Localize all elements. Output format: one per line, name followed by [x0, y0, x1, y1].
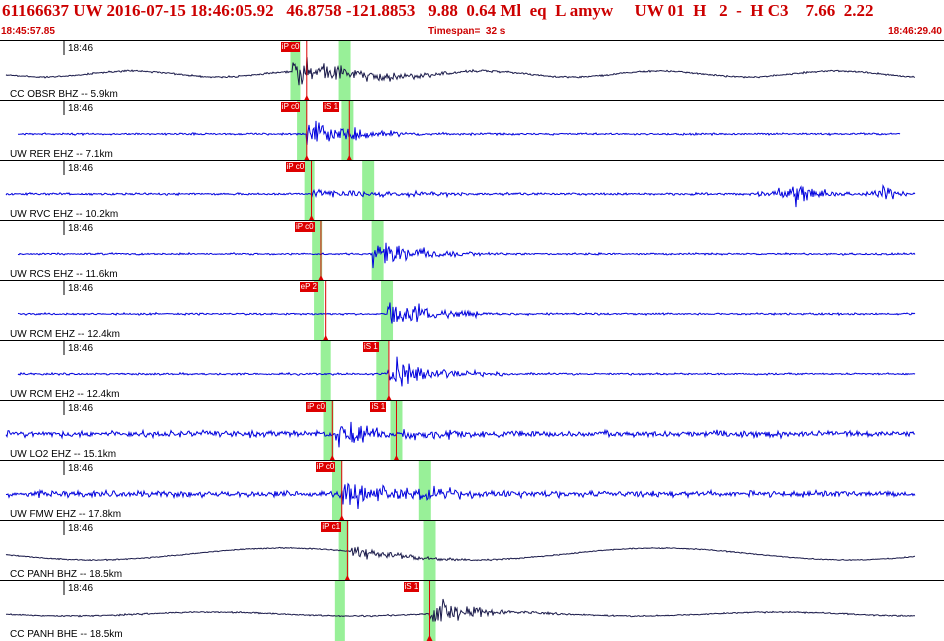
s-window-band: [362, 161, 375, 221]
channel-label: UW LO2 EHZ -- 15.1km: [10, 449, 117, 460]
p-pick-label[interactable]: iP c0: [294, 222, 315, 232]
waveform-trace: [5, 421, 916, 448]
p-window-band: [290, 41, 301, 101]
trace-time-label: 18:46: [68, 283, 94, 294]
p-pick-marker: [308, 215, 315, 221]
p-pick-label[interactable]: iP c0: [280, 42, 301, 52]
s-pick-label[interactable]: iS 1: [362, 342, 379, 352]
p-pick-marker: [303, 155, 310, 161]
p-pick-marker: [317, 275, 324, 281]
s-window-band: [423, 521, 436, 581]
waveform-trace: [5, 546, 916, 562]
s-pick-label[interactable]: iS 1: [323, 102, 340, 112]
waveform-trace: [17, 242, 916, 269]
channel-label: UW RVC EHZ -- 10.2km: [10, 209, 119, 220]
p-pick-label[interactable]: iP c0: [315, 462, 336, 472]
trace-row[interactable]: iS 1 18:46 UW RCM EH2 -- 12.4km: [0, 340, 944, 401]
event-title: 61166637 UW 2016-07-15 18:46:05.92 46.87…: [2, 1, 874, 20]
trace-row[interactable]: iS 1 18:46 CC PANH BHE -- 18.5km: [0, 580, 944, 641]
trace-row[interactable]: iP c0 iS 1 18:46 UW LO2 EHZ -- 15.1km: [0, 400, 944, 461]
s-pick-marker: [385, 395, 392, 401]
s-pick-label[interactable]: iS 1: [403, 582, 420, 592]
waveform-svg: [5, 521, 916, 581]
channel-label: UW RCS EHZ -- 11.6km: [10, 269, 118, 280]
p-pick-label[interactable]: iP c0: [285, 162, 306, 172]
p-pick-label[interactable]: eP 2: [299, 282, 318, 292]
channel-label: UW RER EHZ -- 7.1km: [10, 149, 113, 160]
waveform-trace: [5, 183, 916, 208]
trace-row[interactable]: eP 2 18:46 UW RCM EHZ -- 12.4km: [0, 280, 944, 341]
p-pick-marker: [303, 95, 310, 101]
p-window-band: [320, 341, 331, 401]
trace-time-label: 18:46: [68, 163, 94, 174]
channel-label: UW FMW EHZ -- 17.8km: [10, 509, 122, 520]
s-window-band: [376, 341, 389, 401]
waveform-svg: [17, 281, 916, 341]
p-window-band: [297, 101, 308, 161]
trace-time-label: 18:46: [68, 343, 94, 354]
channel-label: UW RCM EHZ -- 12.4km: [10, 329, 120, 340]
p-pick-marker: [322, 335, 329, 341]
waveform-svg: [17, 221, 916, 281]
p-window-band: [312, 221, 323, 281]
waveform-trace: [5, 57, 916, 86]
waveform-svg: [5, 401, 916, 461]
waveform-svg: [5, 461, 916, 521]
waveform-svg: [17, 341, 916, 401]
trace-row[interactable]: iP c0 iS 1 18:46 UW RER EHZ -- 7.1km: [0, 100, 944, 161]
waveform-svg: [5, 41, 916, 101]
trace-row[interactable]: iP c1 18:46 CC PANH BHZ -- 18.5km: [0, 520, 944, 581]
trace-time-label: 18:46: [68, 523, 94, 534]
trace-row[interactable]: iP c0 18:46 UW FMW EHZ -- 17.8km: [0, 460, 944, 521]
channel-label: CC PANH BHE -- 18.5km: [10, 629, 123, 640]
s-pick-marker: [346, 155, 353, 161]
trace-time-label: 18:46: [68, 403, 94, 414]
waveform-trace: [5, 482, 916, 509]
trace-time-label: 18:46: [68, 103, 94, 114]
header-bar: 61166637 UW 2016-07-15 18:46:05.92 46.87…: [0, 0, 944, 40]
p-pick-label[interactable]: iP c0: [280, 102, 301, 112]
timespan-label: Timespan= 32 s: [428, 26, 506, 37]
waveform-trace: [17, 302, 916, 324]
s-window-band: [338, 41, 351, 101]
trace-time-label: 18:46: [68, 583, 94, 594]
trace-time-label: 18:46: [68, 43, 94, 54]
p-pick-label[interactable]: iP c0: [306, 402, 326, 412]
start-time-label: 18:45:57.85: [1, 26, 55, 37]
waveform-trace: [17, 120, 901, 146]
p-pick-marker: [329, 455, 336, 461]
trace-time-label: 18:46: [68, 223, 94, 234]
waveform-svg: [17, 101, 901, 161]
p-window-band: [323, 401, 334, 461]
trace-time-label: 18:46: [68, 463, 94, 474]
s-window-band: [418, 461, 431, 521]
p-pick-marker: [344, 575, 351, 581]
trace-row[interactable]: iP c0 18:46 CC OBSR BHZ -- 5.9km: [0, 40, 944, 101]
waveform-trace: [17, 356, 916, 387]
trace-row[interactable]: iP c0 18:46 UW RVC EHZ -- 10.2km: [0, 160, 944, 221]
waveform-svg: [5, 581, 915, 641]
waveform-svg: [5, 161, 916, 221]
p-pick-label[interactable]: iP c1: [321, 522, 342, 532]
s-pick-label[interactable]: iS 1: [370, 402, 387, 412]
end-time-label: 18:46:29.40: [888, 26, 942, 37]
s-pick-marker: [393, 455, 400, 461]
channel-label: CC PANH BHZ -- 18.5km: [10, 569, 123, 580]
trace-row[interactable]: iP c0 18:46 UW RCS EHZ -- 11.6km: [0, 220, 944, 281]
p-window-band: [304, 161, 315, 221]
channel-label: CC OBSR BHZ -- 5.9km: [10, 89, 118, 100]
waveform-trace: [5, 598, 915, 622]
p-window-band: [314, 281, 325, 341]
channel-label: UW RCM EH2 -- 12.4km: [10, 389, 120, 400]
p-pick-marker: [338, 515, 345, 521]
p-window-band: [334, 581, 345, 641]
